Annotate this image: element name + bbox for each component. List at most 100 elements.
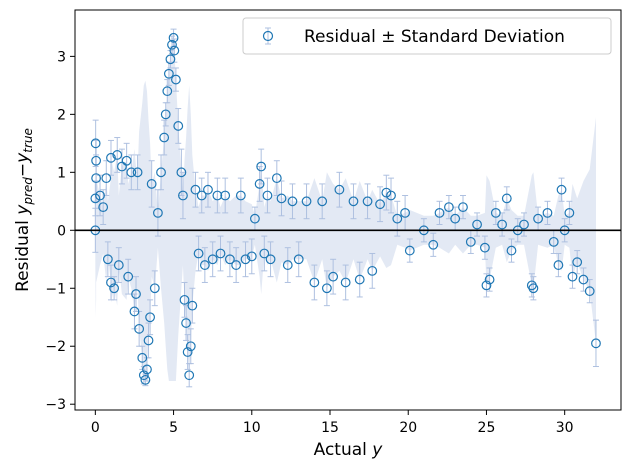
data-point-105 — [501, 193, 512, 204]
data-point-101 — [481, 280, 492, 291]
data-point-3 — [91, 155, 102, 166]
data-point-74 — [293, 254, 304, 265]
data-point-24 — [140, 374, 151, 385]
data-point-68 — [262, 190, 273, 201]
data-point-96 — [450, 213, 461, 224]
data-point-62 — [240, 254, 251, 265]
x-tick-label-0: 0 — [91, 420, 100, 436]
data-point-115 — [556, 184, 567, 195]
legend-label: Residual ± Standard Deviation — [304, 27, 565, 47]
data-point-13 — [113, 260, 124, 270]
data-point-59 — [224, 254, 235, 265]
y-axis-title-pred: y — [13, 204, 33, 216]
data-point-72 — [282, 260, 293, 270]
data-point-77 — [317, 196, 328, 207]
data-point-45 — [181, 318, 191, 328]
data-point-114 — [553, 260, 564, 270]
data-point-50 — [190, 184, 201, 195]
data-point-39 — [169, 45, 180, 56]
y-axis-title-true: y — [13, 152, 33, 164]
data-point-98 — [465, 236, 476, 247]
data-point-8 — [102, 254, 113, 265]
data-point-26 — [143, 335, 154, 346]
y-axis-title: Residual ypred−ytrue — [13, 128, 35, 292]
data-point-58 — [220, 190, 231, 201]
data-point-94 — [434, 207, 445, 218]
x-axis-title-main: Actual — [314, 440, 367, 460]
x-tick-label-3: 15 — [321, 420, 339, 436]
data-point-25 — [142, 364, 152, 375]
data-point-14 — [117, 161, 127, 172]
data-point-65 — [254, 179, 265, 189]
x-tick-label-4: 20 — [399, 420, 417, 436]
y-axis-title-main: Residual — [13, 220, 33, 292]
data-point-37 — [167, 39, 177, 50]
data-point-10 — [106, 152, 116, 163]
data-point-80 — [334, 184, 345, 195]
data-point-18 — [129, 306, 140, 317]
data-point-71 — [276, 193, 287, 204]
data-point-49 — [187, 300, 198, 311]
data-point-36 — [165, 54, 176, 65]
data-point-66 — [256, 161, 267, 172]
legend: Residual ± Standard Deviation — [242, 17, 612, 55]
data-point-106 — [506, 245, 517, 256]
data-point-99 — [472, 219, 482, 230]
data-point-110 — [528, 283, 539, 294]
data-point-57 — [215, 248, 226, 259]
x-axis-title: Actual y — [314, 440, 384, 460]
data-point-56 — [212, 190, 223, 201]
data-point-46 — [182, 347, 193, 357]
data-point-103 — [490, 207, 501, 218]
y-tick-label-5: 2 — [57, 107, 66, 123]
data-point-122 — [591, 338, 601, 349]
data-point-67 — [259, 248, 270, 259]
data-point-15 — [121, 155, 132, 166]
data-point-89 — [392, 213, 403, 224]
point-layer — [90, 32, 601, 385]
data-point-42 — [176, 167, 187, 178]
data-point-91 — [404, 245, 415, 256]
y-tick-label-6: 3 — [57, 49, 66, 65]
data-point-38 — [168, 32, 179, 43]
data-point-61 — [235, 190, 246, 201]
data-point-88 — [386, 190, 396, 201]
data-point-97 — [458, 202, 468, 213]
data-point-63 — [246, 251, 257, 262]
y-axis-ticks: −3 −2 −1 0 1 2 3 — [45, 49, 75, 413]
data-point-21 — [134, 323, 145, 334]
data-point-108 — [519, 219, 529, 230]
data-point-86 — [375, 199, 385, 210]
data-point-28 — [146, 179, 157, 189]
y-tick-label-0: −3 — [45, 397, 66, 413]
data-point-48 — [185, 341, 196, 352]
data-point-9 — [106, 277, 116, 288]
data-point-2 — [90, 138, 101, 149]
y-axis-title-true-sub: true — [21, 128, 35, 153]
x-tick-label-6: 30 — [556, 420, 574, 436]
data-point-90 — [400, 207, 411, 218]
data-point-118 — [567, 271, 578, 282]
band-layer — [95, 37, 597, 382]
data-point-55 — [207, 254, 218, 265]
data-point-27 — [145, 312, 155, 323]
data-point-93 — [428, 239, 439, 250]
x-tick-label-5: 25 — [478, 420, 496, 436]
legend-marker — [262, 30, 274, 42]
data-point-75 — [301, 196, 312, 207]
data-point-69 — [265, 254, 276, 265]
data-point-54 — [203, 184, 213, 195]
y-tick-label-2: −1 — [45, 281, 66, 297]
data-point-112 — [542, 207, 553, 218]
data-point-33 — [160, 109, 171, 120]
data-point-81 — [340, 277, 351, 288]
data-point-35 — [163, 68, 174, 79]
data-point-12 — [112, 150, 123, 160]
data-point-76 — [309, 277, 320, 288]
residual-density-band — [95, 37, 597, 382]
data-point-47 — [184, 370, 195, 381]
data-point-120 — [578, 274, 589, 285]
y-tick-label-1: −2 — [45, 339, 66, 355]
x-axis-title-var: y — [371, 440, 383, 460]
